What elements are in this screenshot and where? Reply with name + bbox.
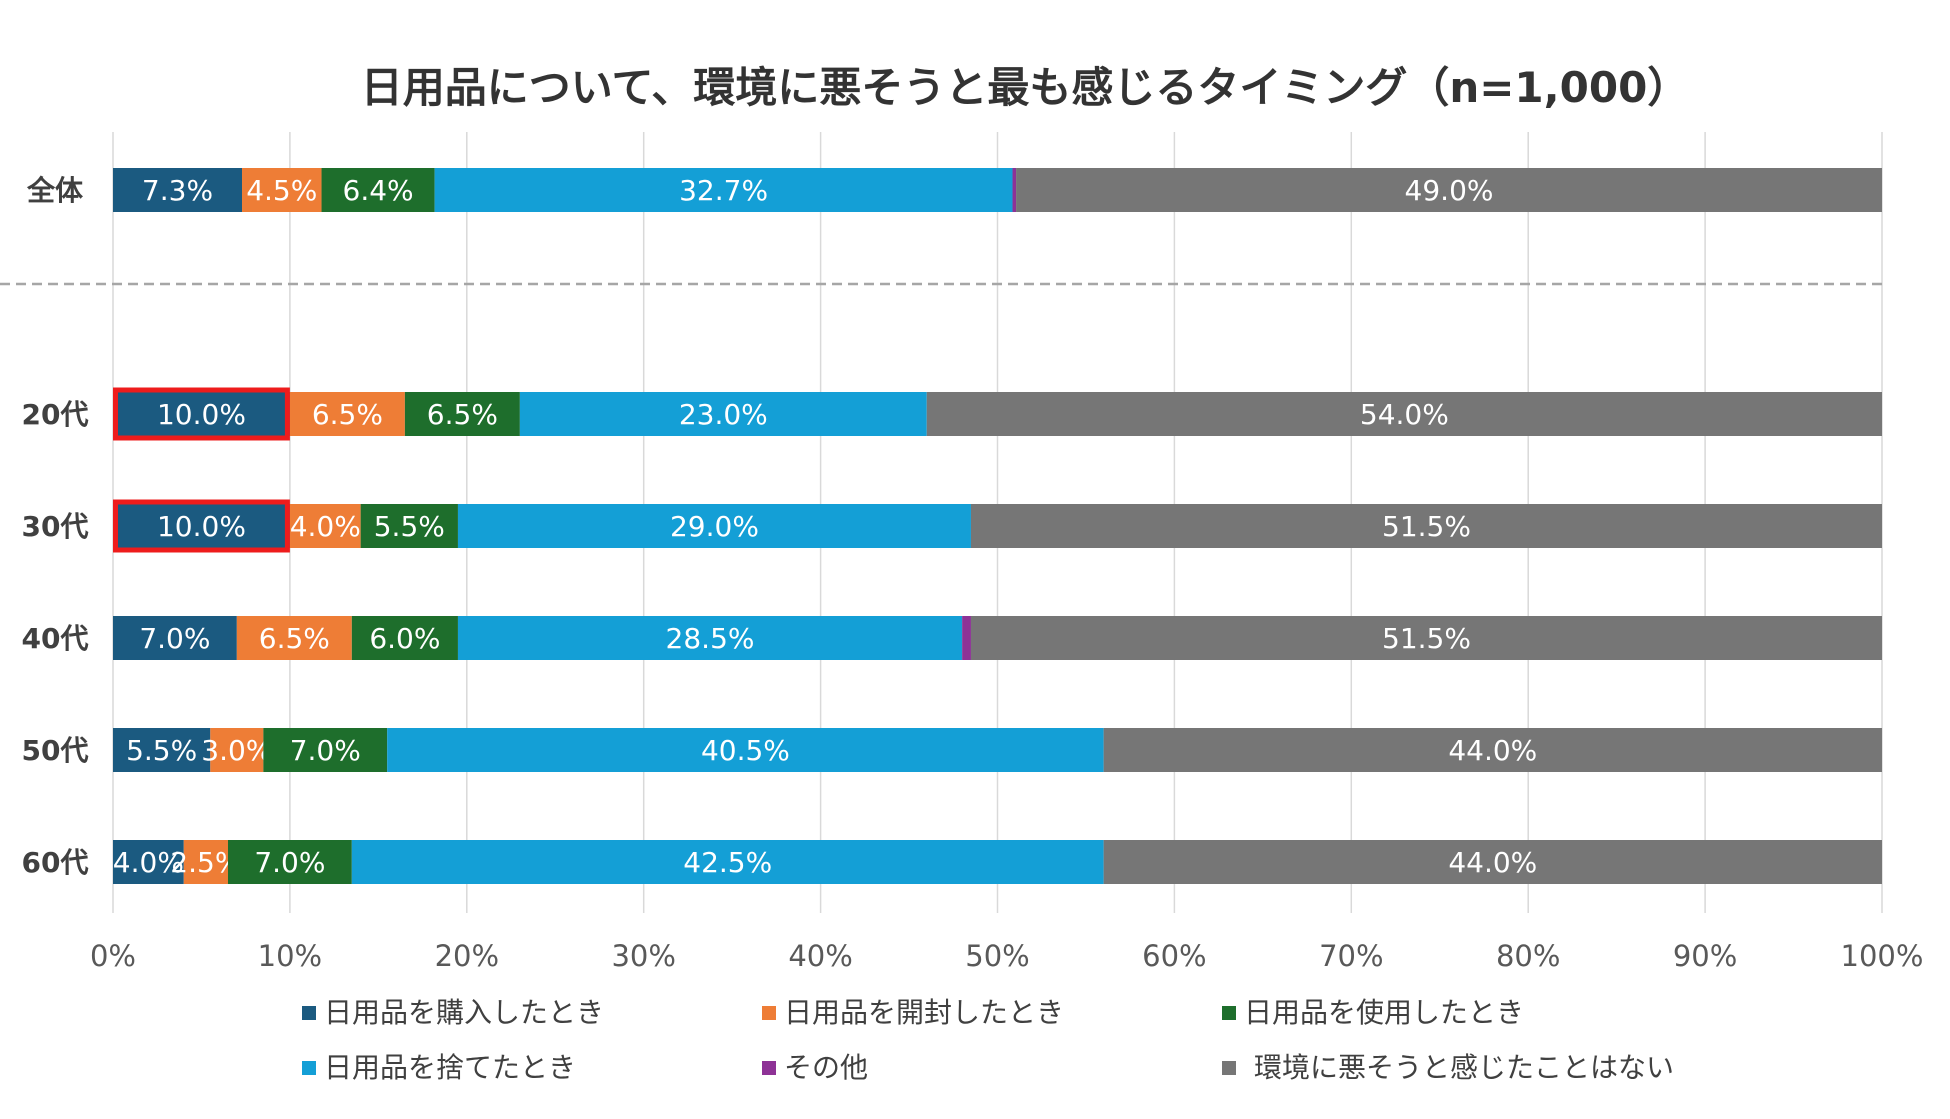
data-label: 32.7% — [679, 174, 768, 207]
bar-segment — [210, 728, 264, 772]
data-label: 10.0% — [157, 398, 246, 431]
bar-segment — [236, 616, 352, 660]
data-label: 6.5% — [312, 398, 383, 431]
bar-segment — [183, 840, 228, 884]
data-label: 10.0% — [157, 510, 246, 543]
highlight-box — [113, 499, 290, 553]
x-tick-label: 60% — [1142, 939, 1206, 973]
data-label: 5.5% — [374, 510, 445, 543]
bar-segment — [227, 840, 352, 884]
bar-segment — [1016, 168, 1882, 212]
bar-segment — [387, 728, 1104, 772]
bar-segment — [519, 392, 927, 436]
data-label: 4.5% — [246, 174, 317, 207]
category-label: 30代 — [22, 510, 89, 543]
data-label: 4.0% — [290, 510, 361, 543]
x-tick-label: 50% — [965, 939, 1029, 973]
data-label: 4.0% — [113, 846, 184, 879]
legend-swatch — [762, 1061, 776, 1075]
x-tick-label: 40% — [788, 939, 852, 973]
data-label: 7.3% — [142, 174, 213, 207]
bar-segment — [457, 616, 963, 660]
bar-segment — [289, 504, 361, 548]
bar-segment — [289, 392, 405, 436]
x-tick-label: 0% — [90, 939, 136, 973]
legend-label: 日用品を開封したとき — [784, 996, 1064, 1029]
legend-swatch — [1222, 1061, 1236, 1075]
bar-segment — [970, 616, 1882, 660]
data-label: 23.0% — [679, 398, 768, 431]
bar-segment — [434, 168, 1013, 212]
x-tick-label: 100% — [1841, 939, 1924, 973]
bar-segment — [113, 392, 290, 436]
bar-segment — [962, 616, 971, 660]
highlight-box — [113, 387, 290, 441]
bar-segment — [926, 392, 1882, 436]
legend-label: 環境に悪そうと感じたことはない — [1254, 1051, 1674, 1084]
data-label: 54.0% — [1360, 398, 1449, 431]
data-label: 6.5% — [427, 398, 498, 431]
bar-segment — [113, 728, 211, 772]
category-label: 60代 — [22, 846, 89, 879]
bar-segment — [351, 840, 1104, 884]
bar-segment — [457, 504, 971, 548]
data-label: 44.0% — [1448, 846, 1537, 879]
legend-swatch — [1222, 1006, 1236, 1020]
legend-label: 日用品を使用したとき — [1244, 996, 1524, 1029]
category-label: 全体 — [26, 174, 84, 207]
bar-segment — [113, 168, 243, 212]
legend-swatch — [302, 1006, 316, 1020]
data-label: 6.4% — [343, 174, 414, 207]
data-label: 42.5% — [683, 846, 772, 879]
bar-segment — [1103, 728, 1882, 772]
x-tick-label: 20% — [435, 939, 499, 973]
data-label: 3.0% — [201, 734, 272, 767]
x-tick-label: 80% — [1496, 939, 1560, 973]
legend-label: 日用品を捨てたとき — [324, 1051, 576, 1084]
bar-segment — [113, 616, 237, 660]
data-label: 29.0% — [670, 510, 759, 543]
x-tick-label: 30% — [611, 939, 675, 973]
bar-segment — [113, 504, 290, 548]
legend-swatch — [762, 1006, 776, 1020]
bar-segment — [360, 504, 458, 548]
data-label: 51.5% — [1382, 622, 1471, 655]
legend-label: 日用品を購入したとき — [324, 996, 604, 1029]
bar-segment — [321, 168, 435, 212]
bar-segment — [970, 504, 1882, 548]
x-tick-label: 90% — [1673, 939, 1737, 973]
data-label: 7.0% — [139, 622, 210, 655]
data-label: 49.0% — [1405, 174, 1494, 207]
data-label: 6.0% — [369, 622, 440, 655]
data-label: 7.0% — [254, 846, 325, 879]
x-tick-label: 10% — [258, 939, 322, 973]
legend-swatch — [302, 1061, 316, 1075]
bar-segment — [263, 728, 388, 772]
data-label: 7.0% — [290, 734, 361, 767]
data-label: 6.5% — [259, 622, 330, 655]
bar-segment — [1012, 168, 1017, 212]
chart-title: 日用品について、環境に悪そうと最も感じるタイミング（n=1,000） — [361, 63, 1690, 112]
data-label: 5.5% — [126, 734, 197, 767]
category-label: 40代 — [22, 622, 89, 655]
x-tick-label: 70% — [1319, 939, 1383, 973]
data-label: 28.5% — [666, 622, 755, 655]
category-label: 50代 — [22, 734, 89, 767]
bar-segment — [404, 392, 520, 436]
bar-segment — [113, 840, 184, 884]
data-label: 44.0% — [1448, 734, 1537, 767]
data-label: 40.5% — [701, 734, 790, 767]
bar-segment — [1103, 840, 1882, 884]
bar-segment — [351, 616, 458, 660]
category-label: 20代 — [22, 398, 89, 431]
data-label: 51.5% — [1382, 510, 1471, 543]
bar-segment — [242, 168, 322, 212]
legend-label: その他 — [784, 1051, 868, 1084]
